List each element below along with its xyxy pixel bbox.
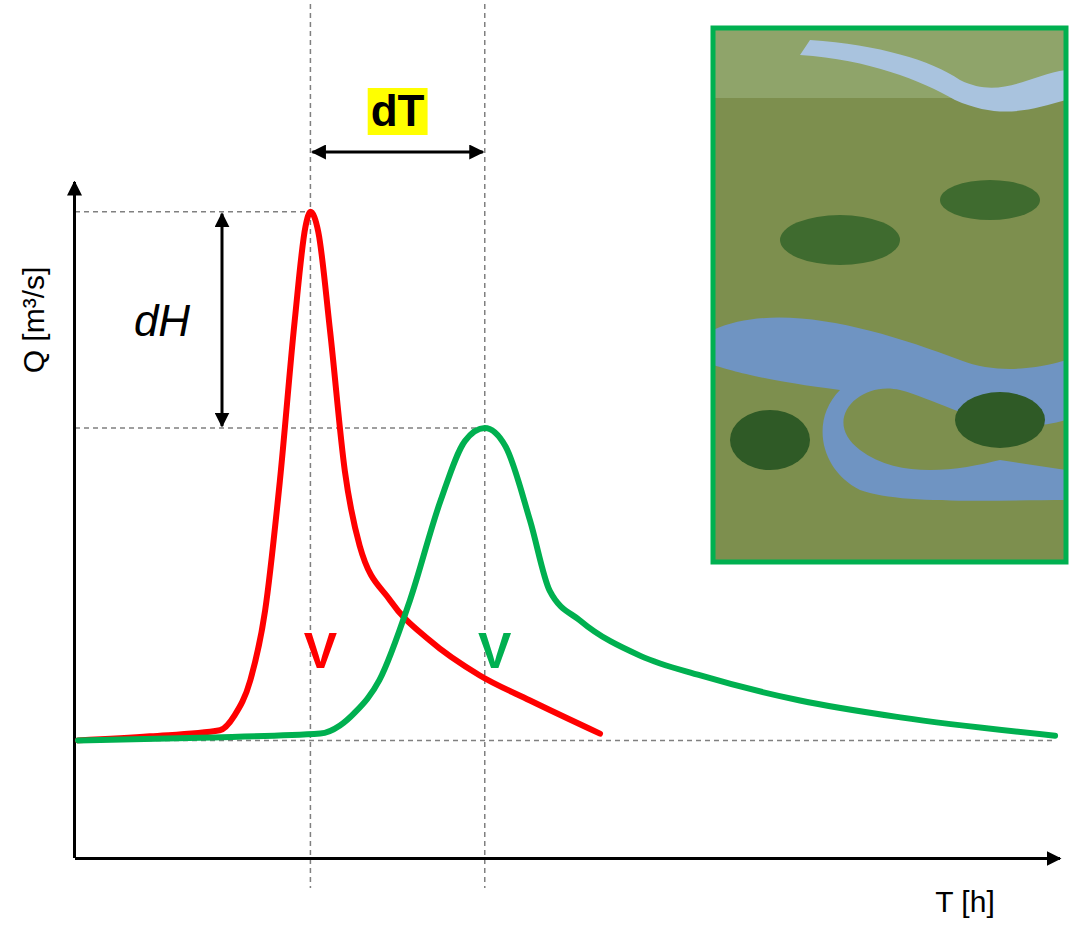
plot-area — [78, 212, 1055, 741]
volume-label: V — [478, 623, 512, 679]
photo-trees — [730, 410, 810, 470]
peak-flow-guide — [75, 427, 485, 429]
photo-trees — [955, 392, 1045, 448]
photo-frame — [713, 28, 1066, 562]
photo-river — [800, 40, 1066, 112]
dt-arrow — [312, 151, 482, 154]
annotations: dT dH V V — [134, 86, 512, 679]
guides — [75, 4, 1055, 888]
photo-trees — [780, 215, 900, 265]
photo-trees — [940, 180, 1040, 220]
annotation: dH — [134, 296, 190, 345]
x-axis — [75, 858, 1060, 859]
axis-line — [75, 857, 1060, 860]
axis-line — [73, 182, 76, 858]
annotation: dT — [371, 86, 425, 135]
x-axis-title: T [h] — [935, 885, 994, 918]
photo-inset — [713, 28, 1066, 562]
photo-ground — [713, 28, 1066, 562]
volume-label: V — [304, 623, 338, 679]
chart: T [h] Q [m³/s] dT dH V V — [0, 0, 1071, 942]
peak-time-guide — [484, 4, 486, 888]
peak-flow-guide — [75, 211, 310, 213]
hydrograph-line — [78, 212, 600, 741]
dh-arrow — [221, 214, 224, 426]
y-axis — [74, 182, 75, 858]
peak-time-guide — [310, 4, 312, 888]
y-axis-title: Q [m³/s] — [17, 267, 50, 374]
hydrograph-line — [78, 428, 1055, 740]
photo-pond — [713, 318, 1066, 501]
